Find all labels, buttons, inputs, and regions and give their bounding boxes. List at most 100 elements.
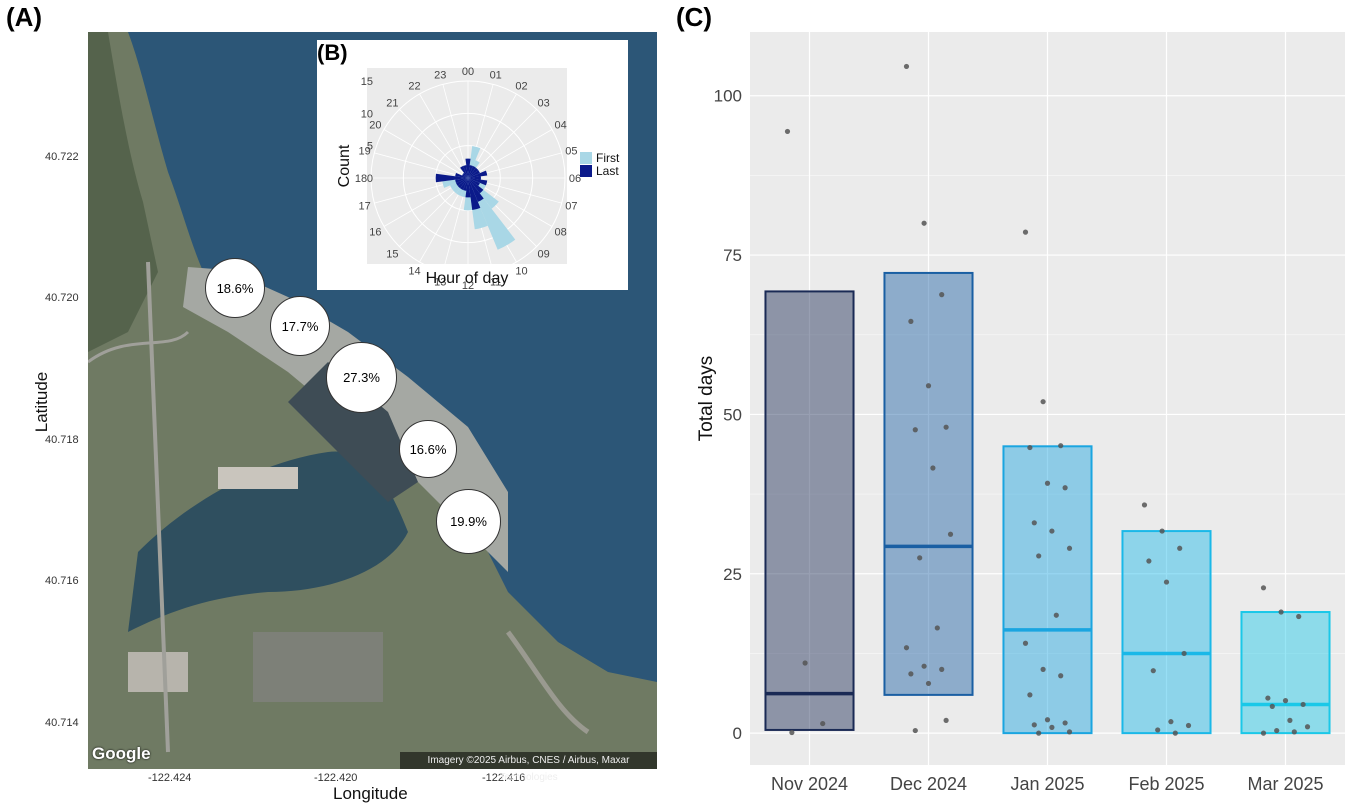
hour-tick-label: 09 <box>538 249 550 261</box>
map-y-tick: 40.722 <box>45 151 79 163</box>
polar-bar-last <box>460 178 468 190</box>
polar-bar-last <box>455 178 468 183</box>
grid-spoke <box>383 129 469 179</box>
x-tick-label: Nov 2024 <box>771 774 848 794</box>
polar-bar-last <box>463 165 468 178</box>
grid-spoke <box>467 129 553 179</box>
data-point <box>1044 717 1051 723</box>
polar-bar-last <box>465 178 471 198</box>
hour-tick-label: 07 <box>565 201 577 213</box>
legend-swatch <box>580 165 592 177</box>
data-point <box>1296 613 1302 620</box>
legend-label: Last <box>596 164 619 178</box>
data-point <box>1062 485 1068 491</box>
data-point <box>1027 444 1033 451</box>
data-point <box>802 660 808 666</box>
grid-spoke <box>442 84 469 179</box>
data-point <box>1304 724 1311 730</box>
hour-tick-label: 01 <box>490 70 502 82</box>
polar-bar-last <box>468 178 480 186</box>
data-point <box>917 555 923 561</box>
y-axis-title: Count <box>336 144 353 187</box>
hour-tick-label: 17 <box>359 201 371 213</box>
data-point <box>1291 729 1297 735</box>
data-point <box>1062 720 1068 726</box>
box <box>1002 445 1093 735</box>
data-point <box>1300 701 1306 708</box>
polar-bar-last <box>468 178 484 202</box>
polar-bar-last <box>462 174 468 178</box>
legend-label: First <box>596 151 620 165</box>
percentage-bubble: 16.6% <box>399 420 457 478</box>
data-point <box>1181 650 1187 657</box>
data-point <box>903 645 910 651</box>
panel-label-b: (B) <box>317 40 348 65</box>
y-tick-label: 25 <box>723 565 742 584</box>
data-point <box>1260 730 1267 736</box>
map-y-tick: 40.714 <box>45 717 79 729</box>
data-point <box>939 292 945 298</box>
data-point <box>1150 668 1156 674</box>
hour-tick-label: 06 <box>569 173 581 185</box>
map-x-tick: -122.424 <box>148 772 192 784</box>
data-point <box>930 465 936 471</box>
data-point <box>1044 480 1051 486</box>
legend-swatch <box>580 152 592 164</box>
data-point <box>1185 722 1192 729</box>
data-point <box>820 720 826 727</box>
map-y-tick: 40.716 <box>45 575 79 587</box>
polar-bar-last <box>468 178 488 186</box>
polar-bar-last <box>468 176 481 180</box>
data-point <box>912 427 918 433</box>
data-point <box>925 383 932 389</box>
data-point <box>1022 229 1029 235</box>
data-point <box>1049 724 1055 730</box>
data-point <box>1172 730 1178 736</box>
data-point <box>939 666 945 672</box>
data-point <box>1040 399 1046 405</box>
data-point <box>921 663 927 669</box>
count-tick-label: 10 <box>361 108 373 120</box>
polar-bar-last <box>457 178 468 189</box>
polar-bar-last <box>455 173 468 178</box>
data-point <box>1049 528 1055 534</box>
google-logo: Google <box>92 744 151 763</box>
y-tick-label: 50 <box>723 405 742 424</box>
hour-tick-label: 18 <box>355 173 367 185</box>
x-tick-label: Mar 2025 <box>1247 774 1323 794</box>
data-point <box>1066 545 1073 551</box>
data-point <box>1036 553 1042 559</box>
map-x-tick: -122.420 <box>314 772 358 784</box>
hour-tick-label: 19 <box>359 145 371 157</box>
data-point <box>1146 558 1152 564</box>
x-tick-label: Dec 2024 <box>890 774 967 794</box>
grid-spoke <box>374 152 469 179</box>
data-point <box>1058 673 1064 679</box>
data-point <box>1141 502 1148 508</box>
y-tick-label: 100 <box>714 87 742 106</box>
hour-tick-label: 13 <box>434 276 446 288</box>
hour-tick-label: 21 <box>386 97 398 109</box>
count-tick-label: 5 <box>367 141 373 153</box>
data-point <box>1058 443 1064 449</box>
box <box>1240 611 1331 735</box>
map-attribution: Imagery ©2025 Airbus, CNES / Airbus, Max… <box>400 752 657 783</box>
data-point <box>1036 730 1042 736</box>
count-tick-label: 15 <box>361 76 373 88</box>
x-tick-label: Jan 2025 <box>1010 774 1084 794</box>
hour-tick-label: 16 <box>369 227 381 239</box>
data-point <box>1278 609 1284 615</box>
panel-label-a: (A) <box>6 2 43 32</box>
data-point <box>1027 692 1033 698</box>
data-point <box>1260 585 1267 591</box>
data-point <box>908 318 914 324</box>
polar-bar-last <box>435 173 468 183</box>
data-point <box>1177 545 1183 551</box>
percentage-bubble: 19.9% <box>436 489 501 554</box>
grid-spoke <box>399 109 469 179</box>
data-point <box>1022 640 1029 646</box>
data-point <box>943 717 949 723</box>
data-point <box>789 729 795 736</box>
hour-tick-label: 03 <box>538 97 550 109</box>
grid-spoke <box>467 109 537 179</box>
